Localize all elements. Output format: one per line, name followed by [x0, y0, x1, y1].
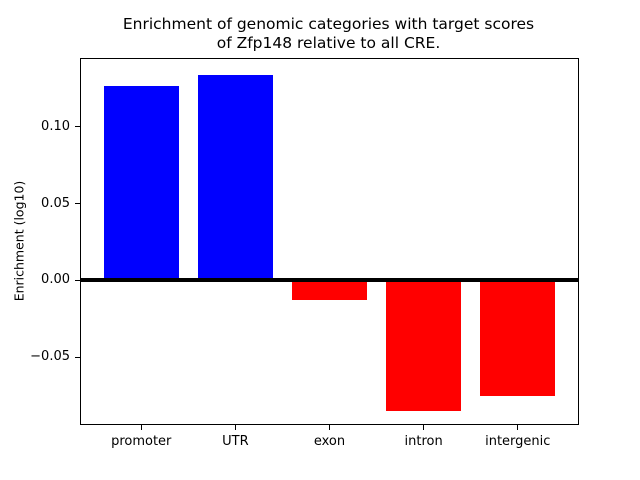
- x-tick-label: intergenic: [485, 434, 551, 449]
- chart-title: Enrichment of genomic categories with ta…: [122, 15, 535, 52]
- x-tick-mark: [329, 425, 330, 430]
- x-tick-mark: [234, 425, 236, 430]
- bar-promoter: [103, 85, 179, 281]
- y-tick-label: −0.05: [30, 349, 70, 365]
- x-tick-label: UTR: [222, 434, 249, 449]
- y-axis-label: Enrichment (log10): [11, 180, 27, 302]
- x-tick-label: intron: [404, 434, 443, 449]
- y-tick-mark: [75, 126, 80, 128]
- y-tick-mark: [75, 279, 80, 281]
- y-tick-mark: [75, 356, 80, 358]
- plot-area: 0.10 0.05 0.00 −0.05 promoter UTR exon intron in…: [30, 58, 579, 449]
- y-tick-label: 0.10: [41, 118, 70, 134]
- bar-intergenic: [480, 280, 556, 396]
- x-tick-label: promoter: [111, 434, 172, 449]
- y-tick-label: 0.05: [41, 195, 70, 211]
- x-tick-label: exon: [313, 434, 346, 449]
- bar-intron: [385, 280, 462, 411]
- zero-line: [81, 278, 578, 283]
- bar-UTR: [197, 74, 274, 281]
- x-tick-mark: [517, 425, 519, 430]
- x-tick-mark: [140, 425, 142, 430]
- bar-exon: [291, 280, 368, 301]
- y-tick-label: 0.00: [41, 272, 70, 288]
- x-tick-mark: [423, 425, 425, 430]
- y-tick-mark: [75, 203, 80, 205]
